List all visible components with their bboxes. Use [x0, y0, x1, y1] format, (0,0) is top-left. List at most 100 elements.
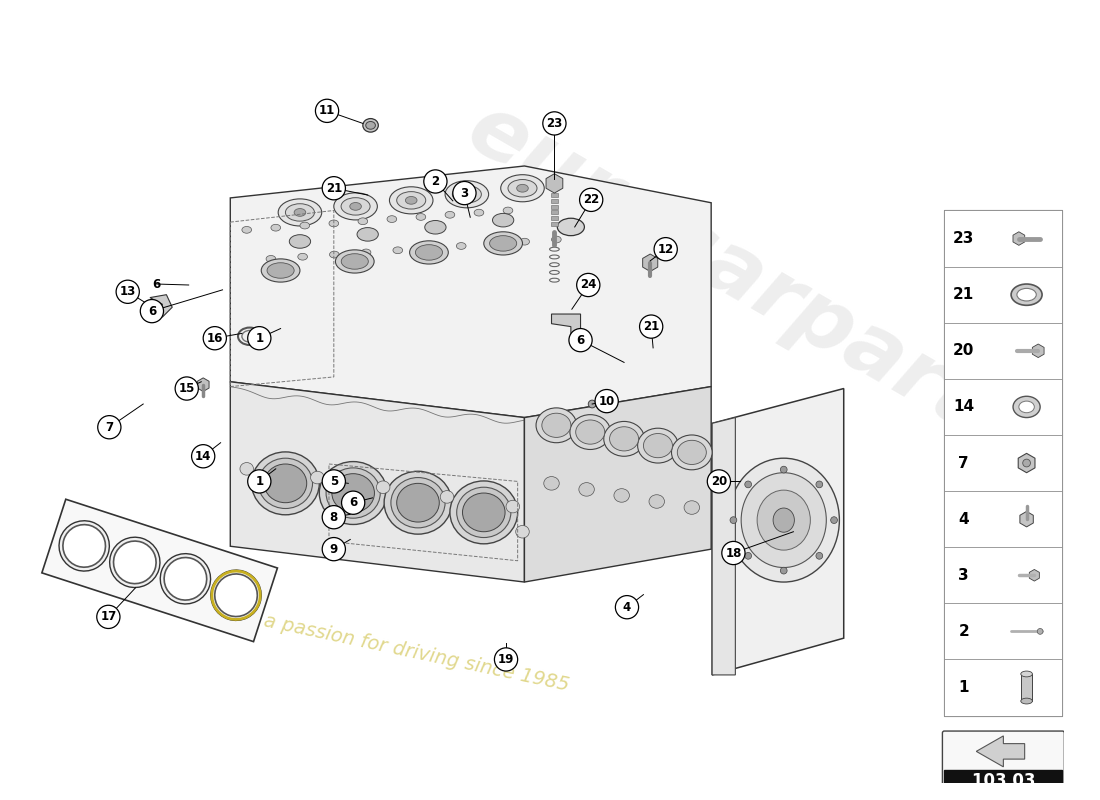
- Ellipse shape: [310, 471, 324, 484]
- Text: 12: 12: [658, 242, 674, 256]
- Text: 23: 23: [953, 231, 975, 246]
- Ellipse shape: [1013, 396, 1041, 418]
- Ellipse shape: [298, 254, 308, 260]
- Ellipse shape: [214, 574, 257, 617]
- Ellipse shape: [588, 400, 596, 408]
- Ellipse shape: [63, 525, 106, 567]
- Bar: [945, 379, 1063, 435]
- Circle shape: [576, 274, 600, 297]
- Ellipse shape: [456, 242, 466, 250]
- Text: 3: 3: [461, 186, 469, 199]
- Text: 1: 1: [255, 332, 263, 345]
- Text: 18: 18: [725, 546, 741, 559]
- Ellipse shape: [365, 122, 375, 130]
- Ellipse shape: [278, 199, 321, 226]
- Ellipse shape: [757, 490, 811, 550]
- Circle shape: [316, 99, 339, 122]
- Circle shape: [654, 238, 678, 261]
- Polygon shape: [150, 294, 173, 317]
- Bar: [945, 435, 1063, 491]
- Ellipse shape: [113, 541, 156, 584]
- Circle shape: [97, 606, 120, 629]
- Text: eurocarparts: eurocarparts: [452, 87, 1037, 473]
- Text: 1: 1: [958, 680, 969, 695]
- Circle shape: [322, 470, 345, 493]
- Bar: [945, 547, 1063, 603]
- Ellipse shape: [780, 567, 788, 574]
- Text: 21: 21: [326, 182, 342, 194]
- Bar: [550, 205, 559, 209]
- Ellipse shape: [425, 245, 435, 251]
- Circle shape: [204, 326, 227, 350]
- Bar: [945, 491, 1063, 547]
- Ellipse shape: [397, 192, 426, 209]
- Text: 14: 14: [195, 450, 211, 462]
- Text: 7: 7: [958, 455, 969, 470]
- Bar: [945, 210, 1063, 266]
- Bar: [550, 216, 559, 220]
- Text: 23: 23: [547, 117, 562, 130]
- Text: 7: 7: [106, 421, 113, 434]
- Ellipse shape: [816, 481, 823, 488]
- Circle shape: [707, 470, 730, 493]
- Text: 10: 10: [598, 394, 615, 408]
- Circle shape: [322, 538, 345, 561]
- Text: 1: 1: [255, 475, 263, 488]
- Text: 20: 20: [953, 343, 975, 358]
- Ellipse shape: [389, 186, 433, 214]
- Ellipse shape: [258, 458, 312, 509]
- Text: 103 03: 103 03: [971, 772, 1035, 790]
- Text: 6: 6: [576, 334, 585, 346]
- Ellipse shape: [446, 211, 454, 218]
- Ellipse shape: [1021, 671, 1033, 677]
- Text: 24: 24: [580, 278, 596, 291]
- Ellipse shape: [333, 193, 377, 220]
- Ellipse shape: [211, 570, 261, 621]
- Ellipse shape: [164, 558, 207, 600]
- Ellipse shape: [493, 214, 514, 227]
- Ellipse shape: [409, 241, 449, 264]
- Polygon shape: [525, 386, 712, 582]
- Ellipse shape: [1011, 284, 1042, 306]
- Bar: [945, 603, 1063, 659]
- Text: 8: 8: [330, 510, 338, 524]
- Text: 6: 6: [153, 278, 161, 290]
- Polygon shape: [977, 736, 1025, 767]
- Text: 19: 19: [498, 653, 514, 666]
- Circle shape: [639, 315, 663, 338]
- Ellipse shape: [488, 241, 498, 247]
- Ellipse shape: [252, 452, 319, 514]
- Ellipse shape: [285, 204, 315, 221]
- Ellipse shape: [1021, 698, 1033, 704]
- Ellipse shape: [319, 462, 387, 525]
- Ellipse shape: [604, 422, 645, 456]
- Ellipse shape: [671, 435, 712, 470]
- Ellipse shape: [773, 508, 794, 532]
- Ellipse shape: [326, 468, 381, 518]
- Ellipse shape: [684, 501, 700, 514]
- Ellipse shape: [242, 226, 252, 234]
- Ellipse shape: [638, 428, 679, 463]
- Ellipse shape: [517, 184, 528, 192]
- Circle shape: [615, 595, 639, 619]
- Ellipse shape: [1037, 629, 1043, 634]
- Ellipse shape: [425, 221, 447, 234]
- Circle shape: [722, 542, 745, 565]
- Ellipse shape: [330, 251, 339, 258]
- Ellipse shape: [503, 207, 513, 214]
- Text: 3: 3: [958, 568, 969, 582]
- Polygon shape: [230, 382, 525, 582]
- Text: 2: 2: [431, 175, 440, 188]
- Text: 13: 13: [120, 286, 135, 298]
- Circle shape: [453, 182, 476, 205]
- Ellipse shape: [558, 218, 584, 236]
- Circle shape: [191, 445, 214, 468]
- Ellipse shape: [387, 216, 397, 222]
- Text: 14: 14: [953, 399, 975, 414]
- Text: 6: 6: [349, 496, 358, 510]
- Ellipse shape: [59, 521, 109, 571]
- Ellipse shape: [1016, 288, 1036, 301]
- Circle shape: [322, 506, 345, 529]
- Ellipse shape: [609, 426, 639, 451]
- Ellipse shape: [110, 538, 160, 587]
